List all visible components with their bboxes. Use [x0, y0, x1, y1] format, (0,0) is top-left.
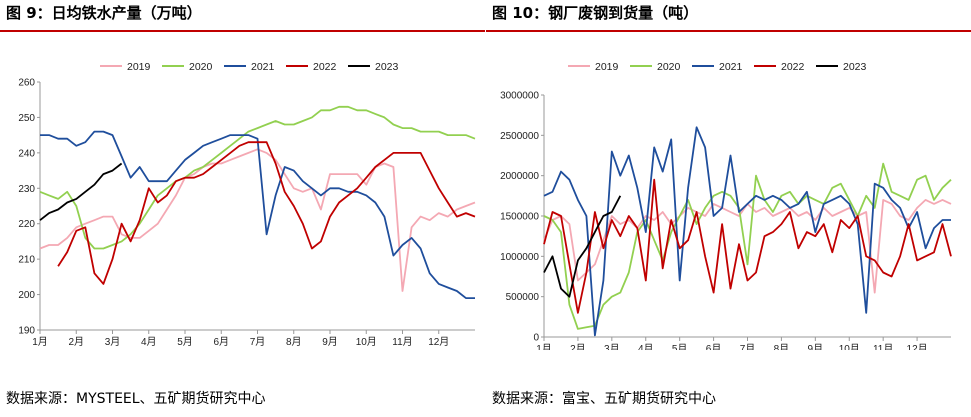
series-line-2021: [543, 126, 951, 337]
x-tick-label: 4月: [638, 343, 654, 350]
legend-label: 2019: [127, 61, 151, 73]
series-line-2023: [543, 195, 622, 298]
title-divider: [486, 30, 971, 32]
legend-label: 2020: [657, 61, 681, 73]
x-tick-label: 11月: [873, 343, 893, 350]
x-tick-label: 10月: [356, 336, 377, 348]
x-tick-label: 8月: [774, 343, 790, 350]
y-tick-label: 240: [18, 148, 35, 159]
y-tick-label: 1000000: [500, 252, 539, 263]
x-tick-label: 3月: [604, 343, 620, 350]
x-tick-label: 2月: [68, 336, 84, 348]
x-tick-label: 4月: [141, 336, 157, 348]
series-line-2023: [39, 162, 123, 221]
chart-legend: 2019 2020 2021 2022 2023: [100, 61, 399, 73]
chart-title: 图 10：钢厂废钢到货量（吨）: [492, 4, 699, 22]
x-tick-label: 1月: [536, 343, 552, 350]
series-line-2022: [57, 141, 476, 285]
y-tick-label: 1500000: [500, 212, 539, 223]
y-tick-label: 230: [18, 184, 35, 195]
hot-metal-line-chart: 2019 2020 2021 2022 2023 190 200 210 220 230 240 25…: [18, 61, 476, 348]
x-tick-label: 5月: [177, 336, 193, 348]
legend-label: 2023: [375, 61, 399, 73]
y-tick-label: 2000000: [500, 171, 539, 182]
chart-legend: 2019 2020 2021 2022 2023: [568, 61, 867, 73]
series-line-2021: [40, 130, 475, 300]
y-tick-label: 210: [18, 255, 35, 266]
chart-source: 数据来源：MYSTEEL、五矿期货研究中心: [6, 391, 266, 407]
x-tick-label: 7月: [250, 336, 266, 348]
x-tick-label: 6月: [213, 336, 229, 348]
legend-label: 2021: [251, 61, 275, 73]
x-tick-label: 12月: [907, 343, 928, 350]
y-tick-label: 250: [18, 113, 35, 124]
series-line-2019: [39, 148, 476, 292]
legend-label: 2020: [189, 61, 213, 73]
y-tick-label: 3000000: [500, 91, 539, 102]
legend-label: 2022: [781, 61, 805, 73]
series-line-2020: [543, 162, 952, 330]
legend-label: 2021: [719, 61, 743, 73]
series-line-2020: [39, 105, 476, 250]
y-tick-label: 220: [18, 219, 35, 230]
chart-source: 数据来源：富宝、五矿期货研究中心: [492, 391, 716, 407]
x-tick-label: 9月: [322, 336, 338, 348]
x-tick-label: 11月: [392, 336, 412, 348]
x-tick-label: 2月: [570, 343, 586, 350]
series-line-2022: [543, 178, 952, 314]
x-tick-label: 5月: [672, 343, 688, 350]
y-tick-label: 200: [18, 290, 35, 301]
y-tick-label: 0: [533, 333, 539, 344]
legend-label: 2022: [313, 61, 337, 73]
chart-panel-scrap-arrivals: 图 10：钢厂废钢到货量（吨） 2019 2020 2021 2022 2023 0 500…: [486, 0, 971, 417]
x-tick-label: 8月: [286, 336, 302, 348]
legend-label: 2019: [595, 61, 619, 73]
x-tick-label: 3月: [105, 336, 121, 348]
x-tick-label: 6月: [706, 343, 722, 350]
y-tick-label: 500000: [506, 292, 540, 303]
x-tick-label: 1月: [32, 336, 48, 348]
scrap-arrivals-line-chart: 2019 2020 2021 2022 2023 0 500000 1000000 150000…: [500, 61, 952, 350]
chart-title: 图 9：日均铁水产量（万吨）: [6, 4, 202, 22]
x-tick-label: 12月: [428, 336, 449, 348]
y-tick-label: 260: [18, 78, 35, 89]
x-tick-label: 10月: [839, 343, 860, 350]
title-divider: [0, 30, 485, 32]
x-tick-label: 7月: [740, 343, 756, 350]
legend-label: 2023: [843, 61, 867, 73]
x-tick-label: 9月: [808, 343, 824, 350]
y-tick-label: 190: [18, 326, 35, 337]
chart-panel-hot-metal: 图 9：日均铁水产量（万吨） 2019 2020 2021 2022 2023 190 20…: [0, 0, 485, 417]
y-tick-label: 2500000: [500, 131, 539, 142]
